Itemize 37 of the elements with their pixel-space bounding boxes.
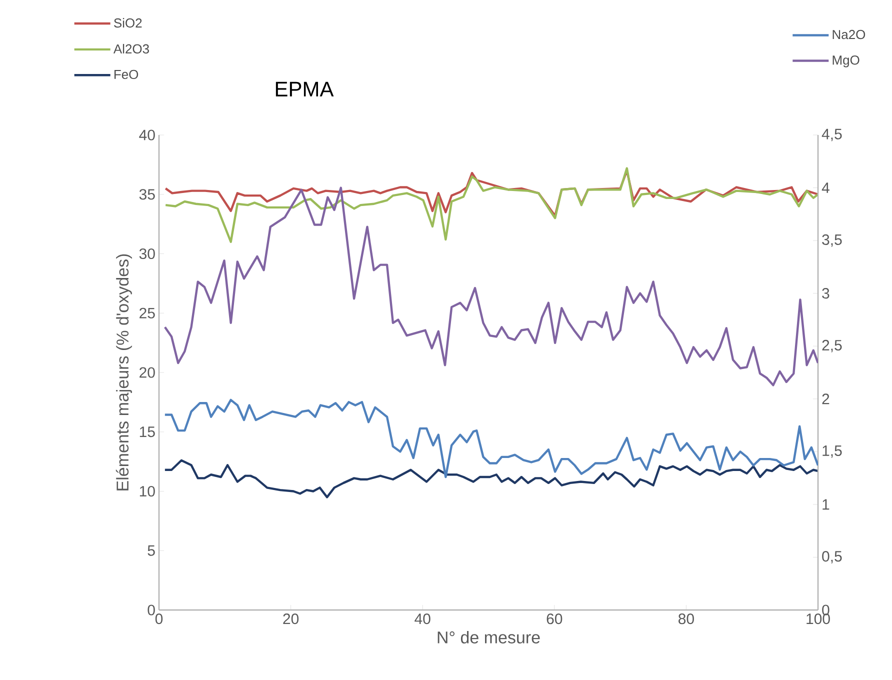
- y2-tick-label: 2,5: [822, 340, 842, 352]
- y2-tick-label: 1,5: [822, 446, 842, 458]
- y2-tick-label: 3: [822, 288, 830, 299]
- x-tick-label: 0: [155, 614, 163, 624]
- y2-tick-label: 2: [822, 394, 830, 404]
- y-tick-label: 35: [139, 189, 155, 200]
- y2-tick-label: 3,5: [822, 234, 842, 247]
- line-series: [164, 170, 818, 217]
- legend-label: Al2O3: [113, 44, 149, 54]
- x-tick-label: 40: [414, 614, 430, 624]
- legend-label: MgO: [832, 55, 860, 68]
- legend-label: Na2O: [832, 30, 866, 40]
- y-tick-label: 0: [148, 604, 155, 616]
- y-axis-title: Eléments majeurs (% d'oxydes): [116, 254, 132, 490]
- line-series: [164, 186, 818, 386]
- y-tick-label: 20: [140, 367, 155, 378]
- y2-tick-label: 4,5: [822, 128, 842, 142]
- y-tick-label: 30: [139, 248, 155, 260]
- x-tick-label: 80: [678, 614, 694, 624]
- chart-title: EPMA: [276, 82, 334, 96]
- y2-tick-label: 4: [822, 182, 830, 193]
- line-series: [164, 167, 818, 243]
- x-tick-label: 60: [546, 614, 562, 624]
- y-tick-label: 15: [140, 426, 155, 438]
- y-tick-label: 40: [139, 130, 155, 140]
- legend-label: FeO: [114, 70, 138, 80]
- line-series: [164, 459, 818, 498]
- x-axis-title: N° de mesure: [438, 630, 540, 644]
- x-tick-label: 20: [283, 614, 299, 624]
- y-tick-label: 25: [140, 308, 155, 318]
- y-tick-label: 10: [140, 486, 155, 497]
- x-tick-label: 100: [806, 614, 830, 624]
- y2-tick-label: 1: [822, 499, 830, 510]
- y2-tick-label: 0,5: [822, 551, 842, 564]
- y-tick-label: 5: [148, 545, 155, 556]
- legend-label: SiO2: [114, 18, 142, 28]
- line-series: [164, 398, 818, 478]
